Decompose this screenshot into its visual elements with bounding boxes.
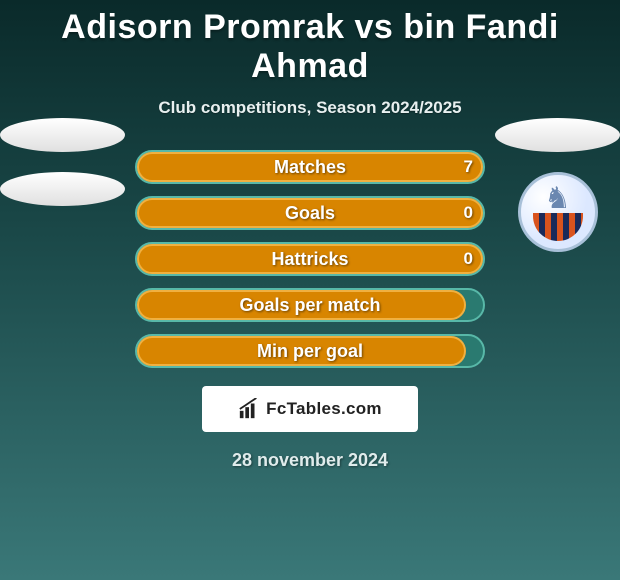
stat-value-right: 0 <box>464 249 473 269</box>
stat-label: Hattricks <box>271 249 348 270</box>
stat-bar: Matches 7 <box>135 150 485 184</box>
stat-value-right: 7 <box>464 157 473 177</box>
snapshot-date: 28 november 2024 <box>0 450 620 471</box>
stat-bar: Min per goal <box>135 334 485 368</box>
placeholder-pill <box>495 118 620 152</box>
player-right-badge: ♞ <box>495 118 620 252</box>
placeholder-pill <box>0 118 125 152</box>
stat-label: Goals per match <box>239 295 380 316</box>
placeholder-pill <box>0 172 125 206</box>
stat-label: Matches <box>274 157 346 178</box>
stat-bar: Hattricks 0 <box>135 242 485 276</box>
player-left-badge <box>0 118 125 226</box>
club-crest-icon: ♞ <box>518 172 598 252</box>
bar-chart-icon <box>238 398 260 420</box>
stats-container: Matches 7 Goals 0 Hattricks 0 Goals per match M… <box>135 150 485 368</box>
brand-box[interactable]: FcTables.com <box>202 386 418 432</box>
stat-bar: Goals 0 <box>135 196 485 230</box>
comparison-title: Adisorn Promrak vs bin Fandi Ahmad <box>0 0 620 86</box>
horse-icon: ♞ <box>544 181 571 216</box>
stat-bar: Goals per match <box>135 288 485 322</box>
stat-value-right: 0 <box>464 203 473 223</box>
brand-text: FcTables.com <box>266 399 382 419</box>
comparison-subtitle: Club competitions, Season 2024/2025 <box>0 86 620 118</box>
stat-label: Goals <box>285 203 335 224</box>
stat-label: Min per goal <box>257 341 363 362</box>
